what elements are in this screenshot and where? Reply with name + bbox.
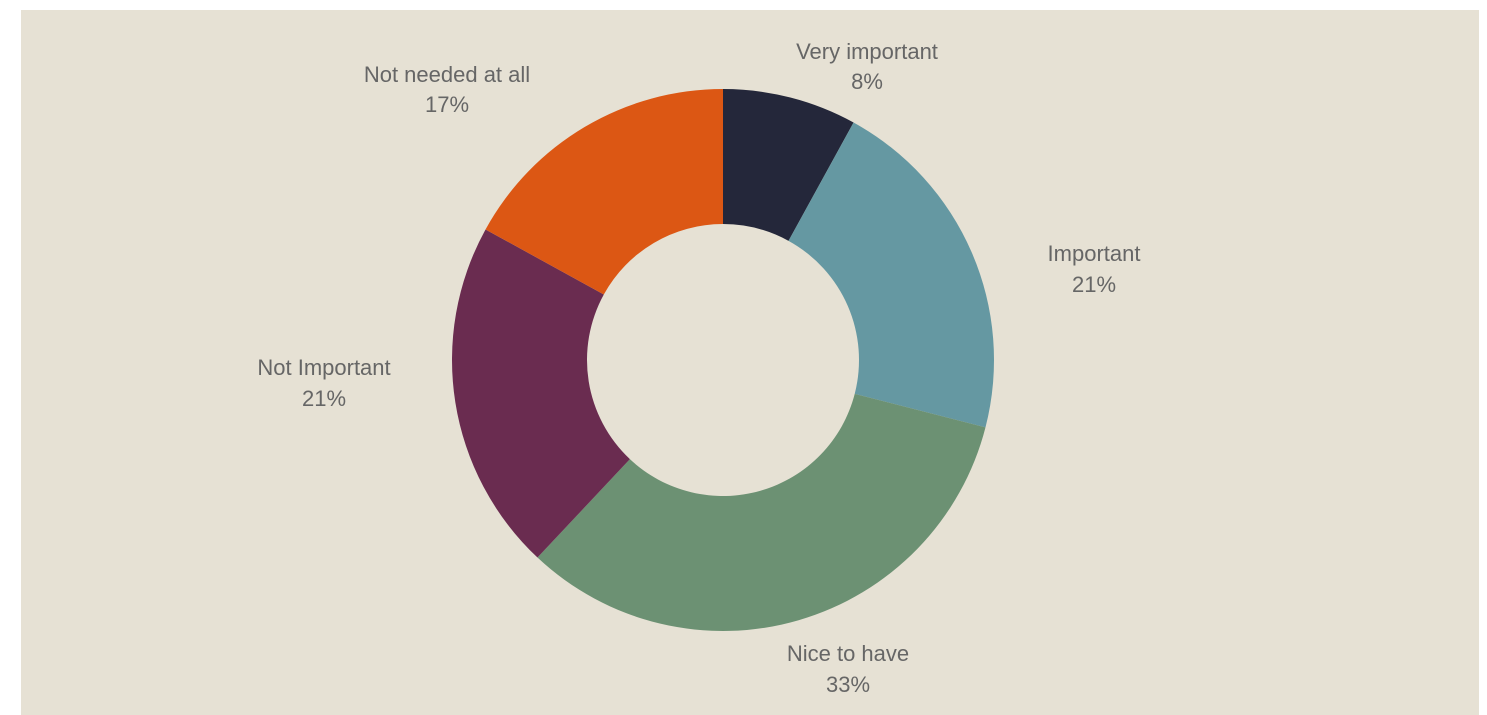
label-nice-to-have-value: 33%	[826, 672, 870, 697]
label-important-value: 21%	[1072, 272, 1116, 297]
slice-important	[788, 122, 994, 428]
label-not-important-name: Not Important	[257, 355, 390, 380]
label-important-name: Important	[1048, 241, 1141, 266]
slice-nice-to-have	[537, 393, 986, 631]
label-very-important-name: Very important	[796, 39, 938, 64]
label-nice-to-have-name: Nice to have	[787, 641, 909, 666]
slice-very-important	[723, 89, 854, 241]
label-not-important-value: 21%	[302, 386, 346, 411]
slice-labels: Very important 8% Important 21% Nice to …	[257, 39, 1140, 697]
donut-slices	[452, 89, 994, 631]
slice-not-needed-at-all	[485, 89, 723, 295]
slice-not-important	[452, 229, 630, 558]
label-not-needed-value: 17%	[425, 92, 469, 117]
label-not-needed-name: Not needed at all	[364, 62, 530, 87]
label-very-important-value: 8%	[851, 69, 883, 94]
